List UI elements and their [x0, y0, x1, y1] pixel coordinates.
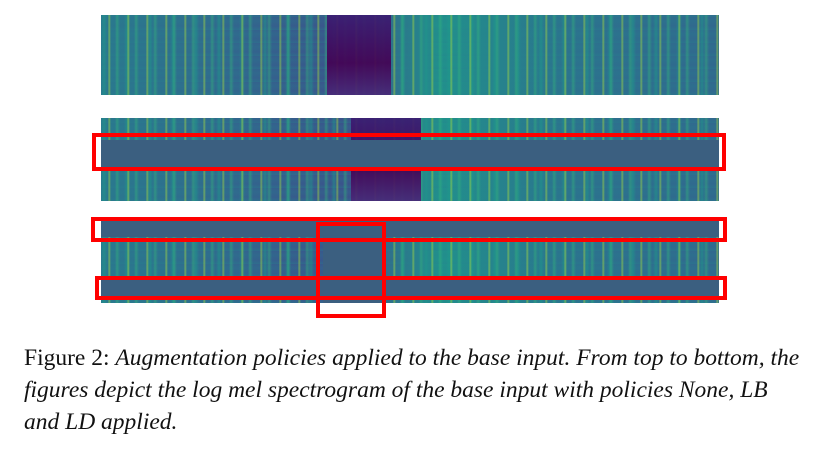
frequency-mask-bottom	[101, 279, 719, 296]
ld-bottom-highlight-box	[95, 276, 727, 300]
figure	[91, 15, 727, 318]
caption-label: Figure 2:	[24, 345, 110, 371]
ld-top-highlight-box	[91, 217, 727, 242]
figure-caption: Figure 2: Augmentation policies applied …	[24, 342, 808, 438]
frequency-mask-top	[101, 220, 719, 237]
ld-time-highlight-box	[316, 222, 386, 318]
spectrogram-lb	[101, 118, 719, 201]
lb-mask-highlight-box	[92, 133, 726, 171]
caption-text: Augmentation policies applied to the bas…	[24, 345, 800, 435]
spectrogram-ld	[101, 220, 719, 303]
time-mask	[323, 220, 383, 303]
frequency-mask	[101, 140, 719, 170]
silence-region	[327, 15, 391, 95]
spectrogram-none	[101, 15, 719, 95]
